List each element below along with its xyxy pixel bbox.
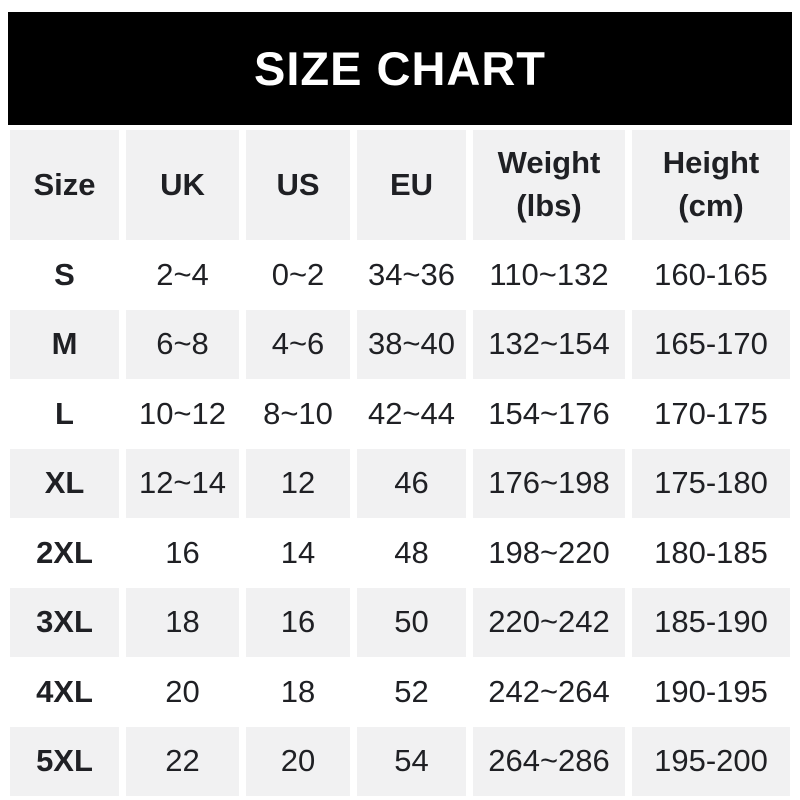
- table-row-m: M 6~8 4~6 38~40 132~154 165-170: [10, 309, 790, 379]
- cell-uk: 2~4: [156, 256, 209, 292]
- cell-eu: 52: [394, 673, 429, 709]
- cell-eu: 34~36: [367, 256, 456, 292]
- cell-uk: 22: [126, 726, 239, 796]
- cell-us: 4~6: [246, 309, 350, 379]
- cell-height: 175-180: [632, 448, 790, 518]
- column-header-uk: UK: [126, 130, 239, 240]
- cell-eu: 50: [357, 587, 466, 657]
- cell-height: 170-175: [654, 395, 768, 431]
- cell-size: 3XL: [10, 587, 119, 657]
- cell-weight: 264~286: [473, 726, 625, 796]
- cell-height: 185-190: [632, 587, 790, 657]
- column-header-eu-label: EU: [389, 166, 434, 202]
- cell-weight: 220~242: [473, 587, 625, 657]
- cell-weight: 154~176: [488, 395, 610, 431]
- cell-size: S: [54, 256, 75, 292]
- cell-weight: 110~132: [489, 256, 609, 292]
- cell-us: 20: [246, 726, 350, 796]
- table-header-row: Size UK US EU Weight (lbs) Height (cm): [10, 130, 790, 240]
- cell-weight: 132~154: [473, 309, 625, 379]
- column-header-us: US: [246, 130, 350, 240]
- table-row-s: S 2~4 0~2 34~36 110~132 160-165: [10, 240, 790, 310]
- cell-size: XL: [10, 448, 119, 518]
- cell-uk: 18: [126, 587, 239, 657]
- cell-height: 160-165: [654, 256, 768, 292]
- table-row-2xl: 2XL 16 14 48 198~220 180-185: [10, 518, 790, 588]
- cell-us: 12: [246, 448, 350, 518]
- cell-uk: 16: [165, 534, 200, 570]
- cell-height: 180-185: [654, 534, 768, 570]
- table-row-4xl: 4XL 20 18 52 242~264 190-195: [10, 657, 790, 727]
- column-header-size-label: Size: [33, 166, 96, 202]
- column-header-height-label-line1: Height: [662, 145, 760, 181]
- cell-uk: 6~8: [126, 309, 239, 379]
- column-header-height-label-line2: (cm): [678, 188, 744, 223]
- column-header-uk-label: UK: [160, 166, 205, 202]
- column-header-weight-label-line2: (lbs): [516, 188, 582, 223]
- column-header-us-label: US: [276, 166, 320, 202]
- column-header-weight: Weight (lbs): [473, 130, 625, 240]
- size-chart-banner: SIZE CHART: [8, 12, 792, 125]
- cell-eu: 54: [357, 726, 466, 796]
- cell-weight: 242~264: [488, 673, 610, 709]
- cell-us: 0~2: [271, 256, 325, 292]
- cell-size: 4XL: [36, 673, 93, 709]
- cell-size: 5XL: [10, 726, 119, 796]
- cell-us: 14: [280, 534, 316, 570]
- table-row-l: L 10~12 8~10 42~44 154~176 170-175: [10, 379, 790, 449]
- cell-weight: 198~220: [488, 534, 610, 570]
- cell-us: 18: [280, 673, 316, 709]
- column-header-size: Size: [10, 130, 119, 240]
- cell-size: 2XL: [36, 534, 93, 570]
- column-header-height: Height (cm): [632, 130, 790, 240]
- cell-eu: 46: [357, 448, 466, 518]
- cell-height: 190-195: [654, 673, 768, 709]
- column-header-eu: EU: [357, 130, 466, 240]
- cell-size: L: [55, 395, 74, 431]
- cell-height: 165-170: [632, 309, 790, 379]
- cell-size: M: [10, 309, 119, 379]
- cell-us: 8~10: [263, 395, 333, 431]
- cell-weight: 176~198: [473, 448, 625, 518]
- cell-us: 16: [246, 587, 350, 657]
- cell-eu: 38~40: [357, 309, 466, 379]
- table-row-3xl: 3XL 18 16 50 220~242 185-190: [10, 587, 790, 657]
- cell-uk: 10~12: [138, 395, 227, 431]
- table-row-xl: XL 12~14 12 46 176~198 175-180: [10, 448, 790, 518]
- cell-eu: 42~44: [367, 395, 456, 431]
- page-title: SIZE CHART: [254, 42, 546, 95]
- cell-uk: 20: [165, 673, 200, 709]
- column-header-weight-label-line1: Weight: [497, 145, 601, 181]
- size-chart-table: Size UK US EU Weight (lbs) Height (cm) S…: [10, 130, 790, 796]
- table-row-5xl: 5XL 22 20 54 264~286 195-200: [10, 726, 790, 796]
- cell-eu: 48: [394, 534, 429, 570]
- cell-height: 195-200: [632, 726, 790, 796]
- cell-uk: 12~14: [126, 448, 239, 518]
